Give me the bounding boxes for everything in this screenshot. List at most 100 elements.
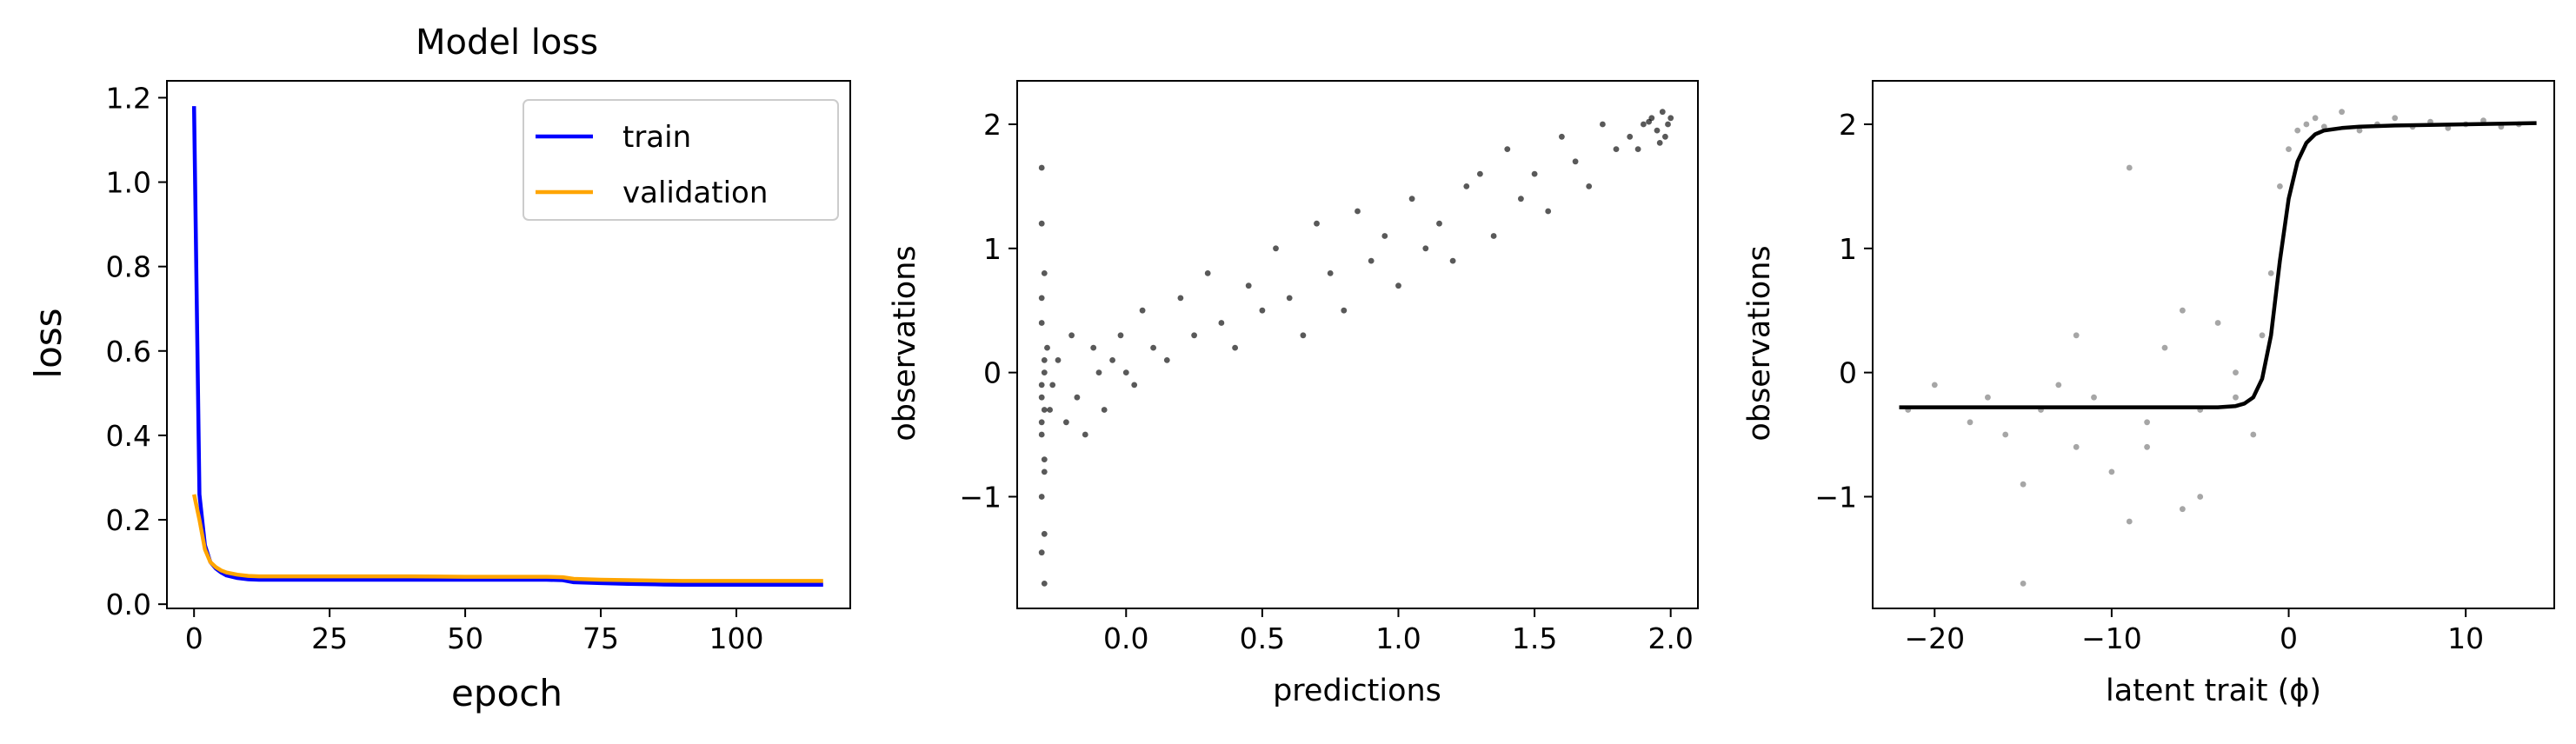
x-tick-label: 2.0	[1647, 621, 1693, 655]
data-point	[2180, 506, 2186, 513]
y-tick-label: 1.0	[106, 166, 151, 200]
data-point	[1259, 307, 1266, 314]
data-point	[1101, 407, 1108, 413]
data-point	[2250, 431, 2257, 438]
data-point	[1038, 394, 1045, 401]
x-tick-label: 0.5	[1240, 621, 1285, 655]
data-point	[1627, 133, 1634, 140]
data-point	[1218, 320, 1225, 326]
data-point	[1518, 196, 1524, 203]
data-point	[1314, 220, 1320, 227]
data-point	[1063, 419, 1069, 426]
y-tick-label: 1.2	[106, 81, 151, 115]
x-tick-label: 0	[2280, 621, 2298, 655]
data-point	[2312, 115, 2319, 122]
data-point	[1436, 220, 1442, 227]
data-point	[1559, 133, 1565, 140]
data-point	[1667, 115, 1674, 122]
data-point	[2055, 382, 2062, 389]
data-point	[1041, 530, 1048, 537]
data-point	[1038, 549, 1045, 556]
data-point	[1049, 382, 1056, 389]
data-point	[1041, 407, 1048, 413]
legend-label-train: train	[622, 120, 691, 155]
data-point	[1038, 164, 1045, 171]
y-tick-label: −1	[959, 480, 1002, 514]
data-point	[2339, 109, 2346, 116]
x-tick-label: 10	[2447, 621, 2484, 655]
latent-trait-ylabel: observations	[1742, 245, 1777, 441]
data-point	[2214, 320, 2221, 326]
y-tick-label: 1	[1839, 232, 1857, 266]
data-point	[1041, 357, 1048, 363]
data-point	[2294, 127, 2301, 134]
data-point	[2233, 369, 2239, 375]
y-tick-label: 0.6	[106, 335, 151, 369]
data-point	[1273, 245, 1279, 252]
data-point	[1646, 118, 1652, 125]
data-point	[1131, 382, 1138, 389]
x-tick-label: 75	[582, 621, 619, 655]
data-point	[1041, 369, 1048, 375]
latent-trait-scatter: latent trait (ϕ) observations −20 −10 0 10−…	[1742, 80, 2555, 708]
data-point	[1327, 270, 1334, 276]
data-point	[2277, 183, 2283, 189]
data-point	[2180, 307, 2186, 314]
y-tick-label: 0.4	[106, 419, 151, 453]
data-point	[1090, 344, 1097, 351]
y-tick-label: 2	[983, 108, 1002, 142]
data-point	[1662, 133, 1668, 140]
data-point	[1038, 382, 1045, 389]
latent-trait-xlabel: latent trait (ϕ)	[2106, 674, 2321, 708]
data-point	[1931, 382, 1938, 389]
x-tick-label: 50	[447, 621, 483, 655]
data-point	[1659, 109, 1666, 116]
data-point	[1038, 220, 1045, 227]
axes-frame	[1016, 80, 1699, 609]
data-point	[1449, 257, 1456, 264]
data-point	[1531, 170, 1538, 177]
data-point	[1082, 431, 1088, 438]
data-point	[1109, 357, 1115, 363]
data-point	[2286, 146, 2292, 153]
data-point	[2259, 332, 2266, 339]
predictions-scatter-xlabel: predictions	[1273, 674, 1441, 708]
x-tick-label: 100	[709, 621, 764, 655]
x-tick-label: 1.5	[1512, 621, 1557, 655]
data-point	[1047, 407, 1053, 413]
data-point	[1038, 431, 1045, 438]
data-point	[1665, 121, 1671, 128]
data-point	[1232, 344, 1238, 351]
data-point	[1572, 158, 1579, 165]
fit-line	[1899, 121, 2537, 409]
data-point	[2267, 270, 2274, 276]
data-point	[1477, 170, 1483, 177]
data-point	[1163, 357, 1170, 363]
data-point	[1408, 196, 1415, 203]
plot-area	[1899, 109, 2537, 587]
data-point	[1341, 307, 1348, 314]
data-point	[1967, 419, 1974, 426]
data-point	[1395, 282, 1401, 289]
data-point	[2126, 518, 2133, 525]
data-point	[1656, 140, 1663, 146]
y-tick-label: 0.2	[106, 503, 151, 537]
data-point	[1122, 369, 1129, 375]
data-point	[1041, 270, 1048, 276]
data-point	[1368, 257, 1375, 264]
data-point	[1139, 307, 1146, 314]
data-point	[1041, 581, 1048, 587]
data-point	[1600, 121, 1606, 128]
axes-frame	[1872, 80, 2555, 609]
data-point	[2002, 431, 2009, 438]
data-point	[1504, 146, 1511, 153]
data-point	[1038, 320, 1045, 326]
data-point	[1041, 456, 1048, 462]
data-point	[1204, 270, 1211, 276]
plot-area	[191, 106, 823, 588]
data-point	[2144, 443, 2151, 450]
data-point	[2073, 332, 2080, 339]
data-point	[1177, 295, 1184, 302]
